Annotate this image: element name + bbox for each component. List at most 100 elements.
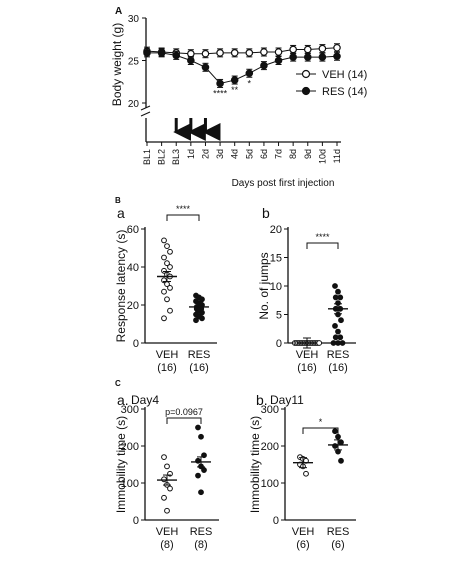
data-point-veh <box>274 48 283 56</box>
n-label-veh: (16) <box>297 362 317 374</box>
data-point-res <box>337 334 344 341</box>
data-point-res <box>335 433 341 440</box>
category-label-res: RES <box>327 349 350 361</box>
data-point-res <box>303 53 312 61</box>
legend-label-veh: VEH (14) <box>322 69 367 81</box>
data-point-res <box>198 433 204 440</box>
y-tick-label: 10 <box>270 281 282 293</box>
x-tick-label-3d: 3d <box>215 149 225 159</box>
data-point-res <box>337 294 344 301</box>
y-axis-label: Immobility time (s) <box>114 416 128 513</box>
x-tick-label-BL2: BL2 <box>157 149 167 165</box>
n-label-res: (6) <box>331 539 344 551</box>
n-label-veh: (8) <box>160 539 173 551</box>
data-point-res <box>201 467 207 473</box>
category-label-veh: VEH <box>156 349 179 361</box>
data-point-res <box>157 49 166 57</box>
category-label-res: RES <box>327 526 350 538</box>
y-tick-label: 0 <box>133 515 139 527</box>
data-point-res <box>332 283 338 289</box>
x-tick-label-BL1: BL1 <box>142 149 152 165</box>
y-axis-label: No. of jumps <box>257 252 271 319</box>
data-point-veh <box>333 43 341 52</box>
x-tick-label-11d: 11d <box>332 149 342 163</box>
significance-bracket <box>166 417 202 424</box>
y-tick-label: 0 <box>133 338 139 350</box>
category-label-veh: VEH <box>296 349 319 361</box>
y-tick-label: 5 <box>276 310 282 322</box>
significance-label: **** <box>315 232 330 242</box>
x-tick-label-1d: 1d <box>186 149 196 159</box>
data-point-veh <box>164 296 170 303</box>
x-tick-label-9d: 9d <box>303 149 313 159</box>
panel-label-Ca: a. <box>117 392 129 408</box>
y-tick-label: 60 <box>127 224 139 236</box>
data-point-res <box>260 61 268 70</box>
data-point-veh <box>161 254 167 261</box>
data-point-veh <box>289 45 297 54</box>
data-point-veh <box>201 49 210 58</box>
y-axis-label: Immobility time (s) <box>248 416 262 513</box>
panel-label-A: A <box>115 6 122 17</box>
y-tick-label: 20 <box>128 99 140 110</box>
chart-title: Day4 <box>131 393 159 407</box>
data-point-res <box>289 53 297 61</box>
x-tick-label-6d: 6d <box>259 149 269 159</box>
y-tick-label: 100 <box>261 478 279 490</box>
y-tick-label: 15 <box>270 253 282 265</box>
panel-label-C: C <box>115 379 121 388</box>
y-tick-label: 200 <box>121 441 139 453</box>
data-point-veh <box>161 454 167 461</box>
y-tick-label: 300 <box>121 404 139 416</box>
data-point-res <box>216 79 224 88</box>
category-label-res: RES <box>188 349 211 361</box>
data-point-res <box>201 63 210 72</box>
data-point-res <box>335 328 341 335</box>
chart-title: Day11 <box>270 393 304 407</box>
data-point-res <box>199 315 205 322</box>
significance-label: * <box>248 78 252 88</box>
data-point-veh <box>161 288 167 295</box>
data-point-veh <box>167 307 173 314</box>
data-point-veh <box>164 260 170 267</box>
data-point-res <box>332 323 338 329</box>
data-point-veh <box>318 44 327 53</box>
data-point-res <box>339 340 346 346</box>
data-point-veh <box>216 49 224 57</box>
n-label-res: (8) <box>194 539 207 551</box>
data-point-veh <box>245 49 254 57</box>
y-axis-label: Response latency (s) <box>114 230 128 343</box>
x-tick-label-8d: 8d <box>288 149 298 159</box>
y-tick-label: 300 <box>261 404 279 416</box>
significance-label: p=0.0967 <box>165 407 203 417</box>
y-tick-label: 30 <box>128 14 140 25</box>
n-label-veh: (6) <box>296 539 309 551</box>
chart-body-weight: 30 25 20 Body weight (g) BL1 BL2 BL3 1d 2d 3d 4d 5d… <box>110 14 367 189</box>
significance-bracket <box>302 427 339 434</box>
data-point-veh <box>164 243 170 250</box>
data-point-res <box>230 76 239 84</box>
y-tick-label: 40 <box>127 262 139 274</box>
data-point-res <box>195 472 201 479</box>
data-point-veh <box>161 494 167 501</box>
n-label-veh: (16) <box>157 362 177 374</box>
significance-bracket <box>166 214 200 221</box>
data-point-res <box>332 428 338 435</box>
panel-label-B: B <box>115 196 121 205</box>
y-tick-label: 100 <box>121 478 139 490</box>
category-label-res: RES <box>190 526 213 538</box>
data-point-res <box>198 489 204 496</box>
data-point-res <box>338 457 344 464</box>
y-tick-label: 20 <box>270 224 282 236</box>
data-point-res <box>187 56 195 65</box>
data-point-veh <box>303 45 312 54</box>
data-point-res <box>195 424 201 431</box>
data-point-res <box>172 51 181 60</box>
data-point-veh <box>230 49 239 57</box>
category-label-veh: VEH <box>292 526 315 538</box>
data-point-veh <box>167 285 173 291</box>
